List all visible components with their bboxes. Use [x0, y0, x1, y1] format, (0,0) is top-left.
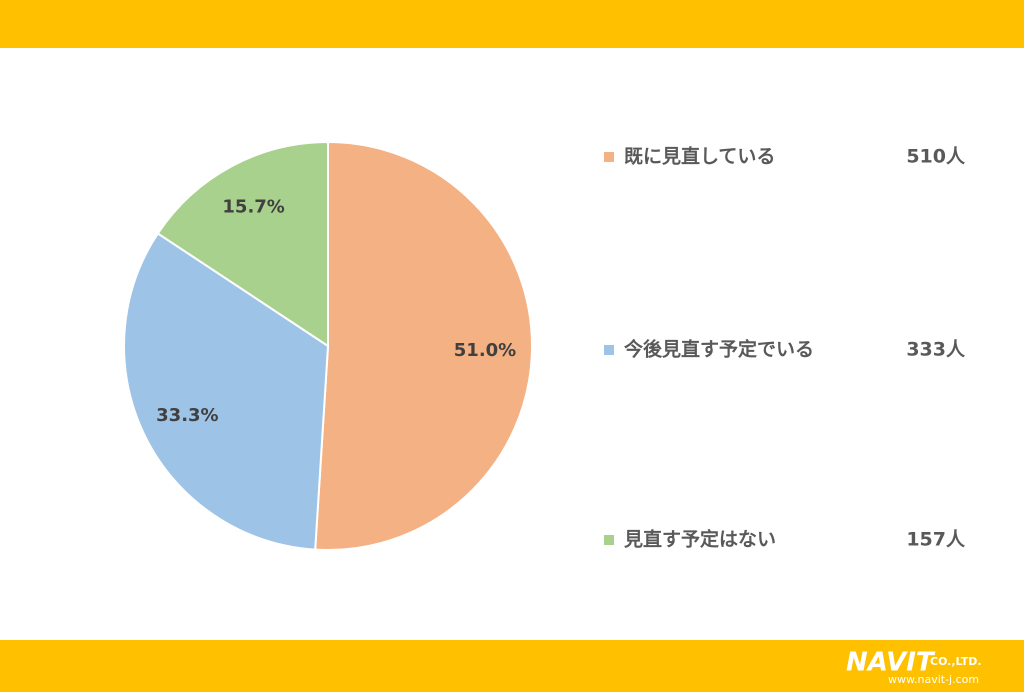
slice-label: 51.0% [454, 340, 516, 361]
legend-count: 510人 [906, 146, 966, 168]
slice-label: 33.3% [156, 405, 218, 426]
logo: NAVIT [846, 648, 936, 678]
legend-swatch [604, 152, 614, 162]
pie-slice [314, 140, 534, 551]
legend-label: 今後見直す予定でいる [623, 338, 814, 361]
legend-count: 333人 [906, 339, 966, 361]
url: www.navit-j.com [888, 673, 979, 686]
top-bar [0, 0, 1024, 48]
legend-swatch [604, 345, 614, 355]
slice-label: 15.7% [222, 197, 284, 218]
company: CO.,LTD. [930, 655, 982, 668]
bottom-bar [0, 640, 1024, 692]
legend-swatch [604, 535, 614, 545]
legend-label: 見直す予定はない [624, 528, 776, 551]
legend-count: 157人 [906, 529, 966, 551]
pie-slice [156, 140, 329, 348]
legend-label: 既に見直している [624, 145, 775, 168]
